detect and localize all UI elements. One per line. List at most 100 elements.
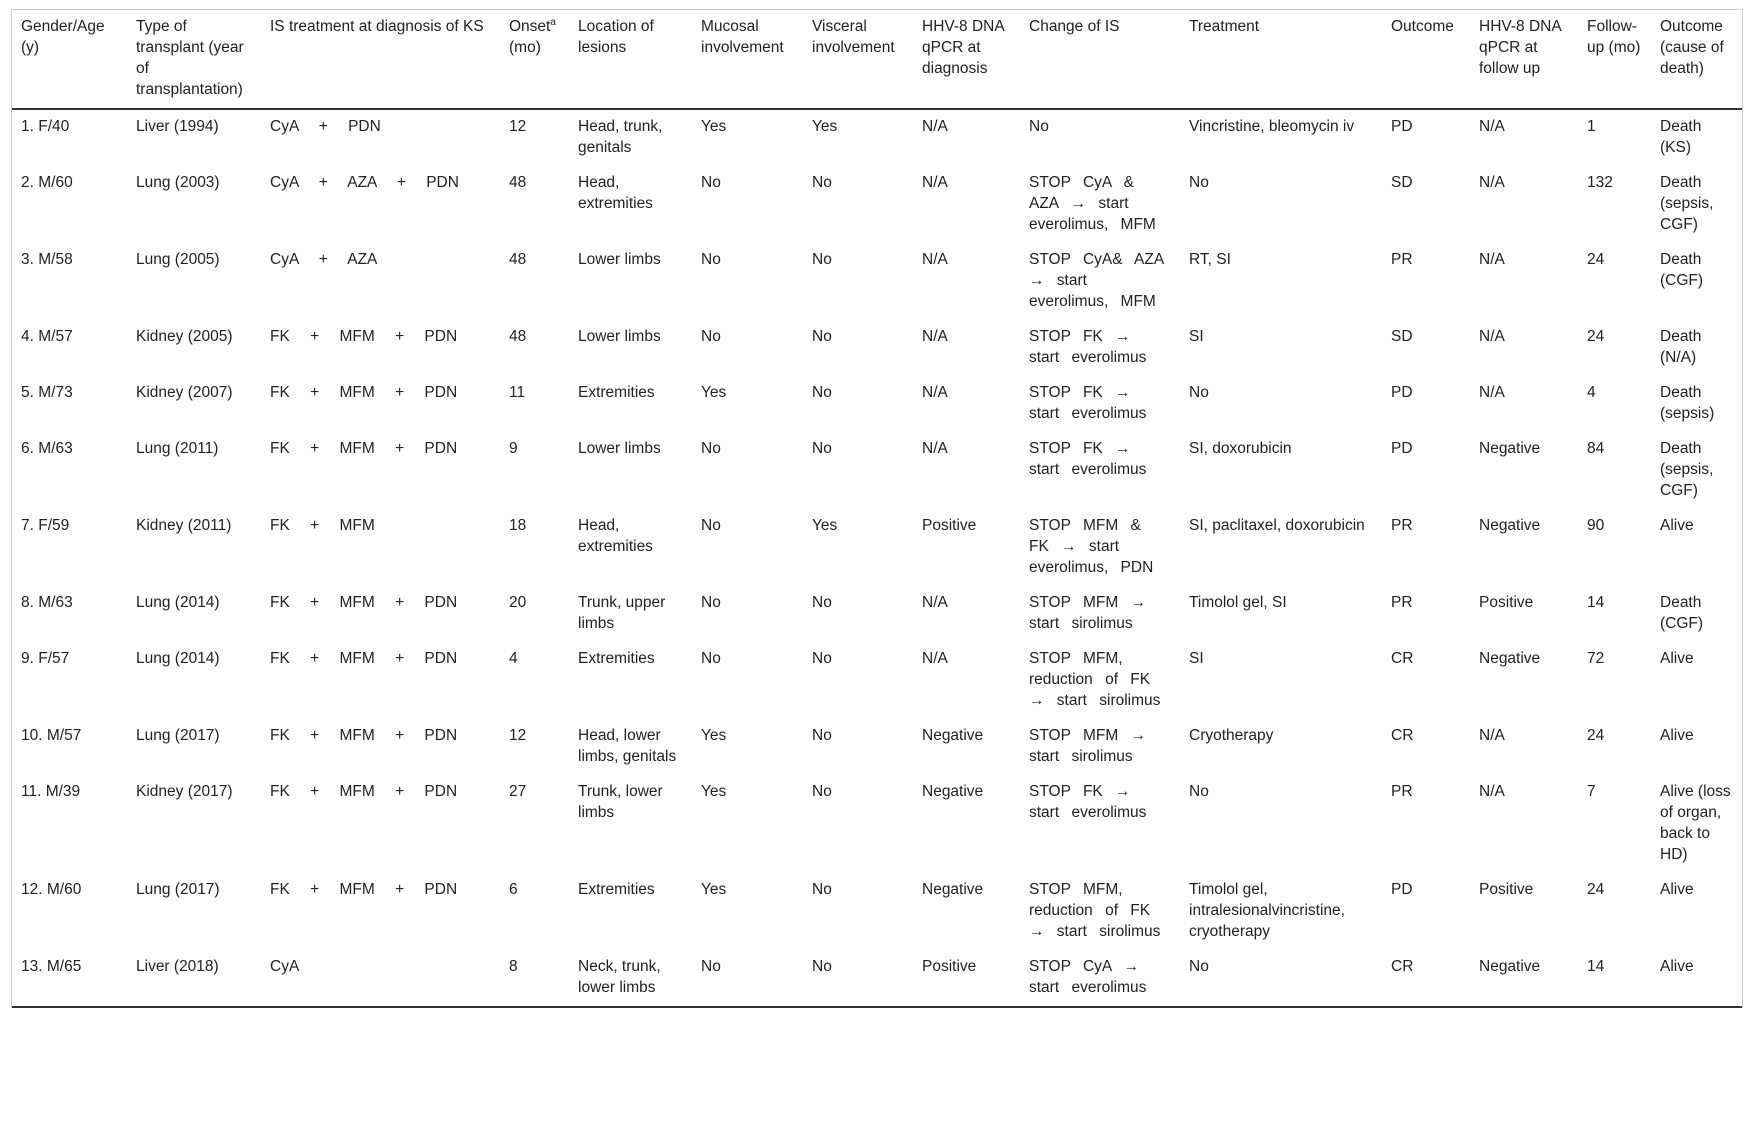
table-cell: 9	[509, 440, 518, 457]
table-cell: No	[701, 251, 721, 268]
column-header: Visceral involvement	[803, 10, 913, 110]
table-cell: Lower limbs	[578, 440, 661, 457]
table-cell: No	[812, 650, 832, 667]
table-cell: STOP MFM, reduction of FK → start siroli…	[1029, 881, 1161, 940]
table-cell: Alive	[1660, 881, 1694, 898]
table-cell: No	[701, 328, 721, 345]
table-cell: STOP CyA → start everolimus	[1020, 950, 1180, 1008]
table-row: 4. M/57 Kidney (2005) FK + MFM + PDN 48 Lowe…	[12, 320, 1742, 376]
table-cell: FK + MFM + PDN	[270, 783, 458, 800]
table-cell: N/A	[922, 440, 948, 457]
column-header: Change of IS	[1020, 10, 1180, 110]
table-cell: FK + MFM + PDN	[270, 440, 458, 457]
table-cell: N/A	[922, 594, 948, 611]
table-cell: Yes	[701, 384, 727, 401]
table-cell: Head, lower limbs, genitals	[578, 727, 677, 765]
table: Gender/Age (y) Type of transplant (year o…	[12, 10, 1742, 1008]
column-header: Follow-up (mo)	[1578, 10, 1651, 110]
table-row: 7. F/59 Kidney (2011) FK + MFM 18 Head, extr…	[12, 509, 1742, 586]
table-cell: 24	[1587, 727, 1605, 744]
column-header: Mucosal involvement	[692, 10, 803, 110]
table-cell: Trunk, upper limbs	[578, 594, 666, 632]
table-cell: STOP CyA& AZA → start everolimus, MFM	[1029, 251, 1164, 310]
table-cell: SI, paclitaxel, doxorubicin	[1189, 517, 1365, 534]
table-cell: 7	[1587, 783, 1596, 800]
table-cell: FK + MFM + PDN	[270, 881, 458, 898]
table-cell: Lung (2017)	[136, 727, 220, 744]
table-cell: Death (sepsis)	[1660, 384, 1715, 422]
table-cell: Neck, trunk, lower limbs	[569, 950, 692, 1008]
table-cell: No	[701, 174, 721, 191]
table-cell: 8. M/63	[21, 594, 73, 611]
table-cell: 24	[1587, 881, 1605, 898]
table-cell: CR	[1391, 727, 1414, 744]
table-cell: 6. M/63	[21, 440, 73, 457]
table-cell: N/A	[922, 251, 948, 268]
table-cell: Death (CGF)	[1660, 594, 1704, 632]
table-cell: PR	[1391, 251, 1413, 268]
table-cell: No	[812, 251, 832, 268]
table-cell: No	[812, 881, 832, 898]
table-cell: Positive	[922, 517, 977, 534]
table-row: 3. M/58 Lung (2005) CyA + AZA 48 Lower limbs…	[12, 243, 1742, 320]
table-cell: FK + MFM + PDN	[270, 594, 458, 611]
table-cell: Vincristine, bleomycin iv	[1189, 118, 1355, 135]
table-cell: N/A	[922, 328, 948, 345]
table-cell: No	[1189, 174, 1209, 191]
table-cell: 4. M/57	[21, 328, 73, 345]
table-cell: Alive (loss of organ, back to HD)	[1660, 783, 1731, 863]
table-cell: 4	[509, 650, 518, 667]
table-cell: Negative	[1470, 950, 1578, 1008]
table-cell: No	[1180, 950, 1382, 1008]
table-cell: N/A	[922, 118, 948, 135]
table-cell: 132	[1587, 174, 1613, 191]
table-cell: Liver (1994)	[136, 118, 219, 135]
table-cell: Death (KS)	[1660, 118, 1702, 156]
table-cell: PD	[1391, 384, 1413, 401]
table-cell: Head, extremities	[578, 517, 653, 555]
table-cell: PR	[1391, 783, 1413, 800]
table-cell: PD	[1391, 881, 1413, 898]
table-cell: Positive	[1479, 594, 1534, 611]
table-row: 8. M/63 Lung (2014) FK + MFM + PDN 20 Trunk,…	[12, 586, 1742, 642]
table-cell: Alive	[1660, 517, 1694, 534]
table-cell: FK + MFM + PDN	[270, 727, 458, 744]
table-frame: Gender/Age (y) Type of transplant (year o…	[11, 9, 1743, 1008]
table-cell: N/A	[1479, 384, 1505, 401]
table-row: 11. M/39 Kidney (2017) FK + MFM + PDN 27 Tru…	[12, 775, 1742, 873]
column-header: Treatment	[1180, 10, 1382, 110]
table-cell: 84	[1587, 440, 1605, 457]
table-cell: No	[701, 517, 721, 534]
table-cell: No	[1029, 118, 1049, 135]
table-cell: N/A	[1479, 783, 1505, 800]
table-cell: Kidney (2005)	[136, 328, 233, 345]
table-cell: Alive	[1660, 650, 1694, 667]
column-header: Location of lesions	[569, 10, 692, 110]
table-cell: 72	[1587, 650, 1605, 667]
table-cell: No	[1189, 783, 1209, 800]
table-cell: Head, extremities	[578, 174, 653, 212]
table-cell: No	[812, 727, 832, 744]
table-row: 10. M/57 Lung (2017) FK + MFM + PDN 12 Head,…	[12, 719, 1742, 775]
table-cell: Yes	[701, 881, 727, 898]
table-cell: Yes	[701, 783, 727, 800]
table-cell: 6	[509, 881, 518, 898]
table-cell: SI, doxorubicin	[1189, 440, 1292, 457]
column-header: HHV-8 DNA qPCR at follow up	[1470, 10, 1578, 110]
table-row: 6. M/63 Lung (2011) FK + MFM + PDN 9 Lower l…	[12, 432, 1742, 509]
table-cell: Timolol gel, intralesionalvincristine, c…	[1189, 881, 1345, 940]
column-header: Gender/Age (y)	[12, 10, 127, 110]
table-row: 13. M/65 Liver (2018) CyA 8 Neck, trunk, low…	[12, 950, 1742, 1008]
table-cell: Negative	[922, 727, 984, 744]
table-cell: CyA + AZA + PDN	[270, 174, 459, 191]
table-cell: 1. F/40	[21, 118, 70, 135]
table-cell: 11	[509, 384, 526, 401]
table-cell: FK + MFM	[270, 517, 375, 534]
table-cell: Positive	[913, 950, 1020, 1008]
table-cell: Extremities	[578, 384, 655, 401]
table-cell: 24	[1587, 251, 1605, 268]
table-cell: 4	[1587, 384, 1596, 401]
table-cell: 11. M/39	[21, 783, 81, 800]
table-cell: PR	[1391, 517, 1413, 534]
